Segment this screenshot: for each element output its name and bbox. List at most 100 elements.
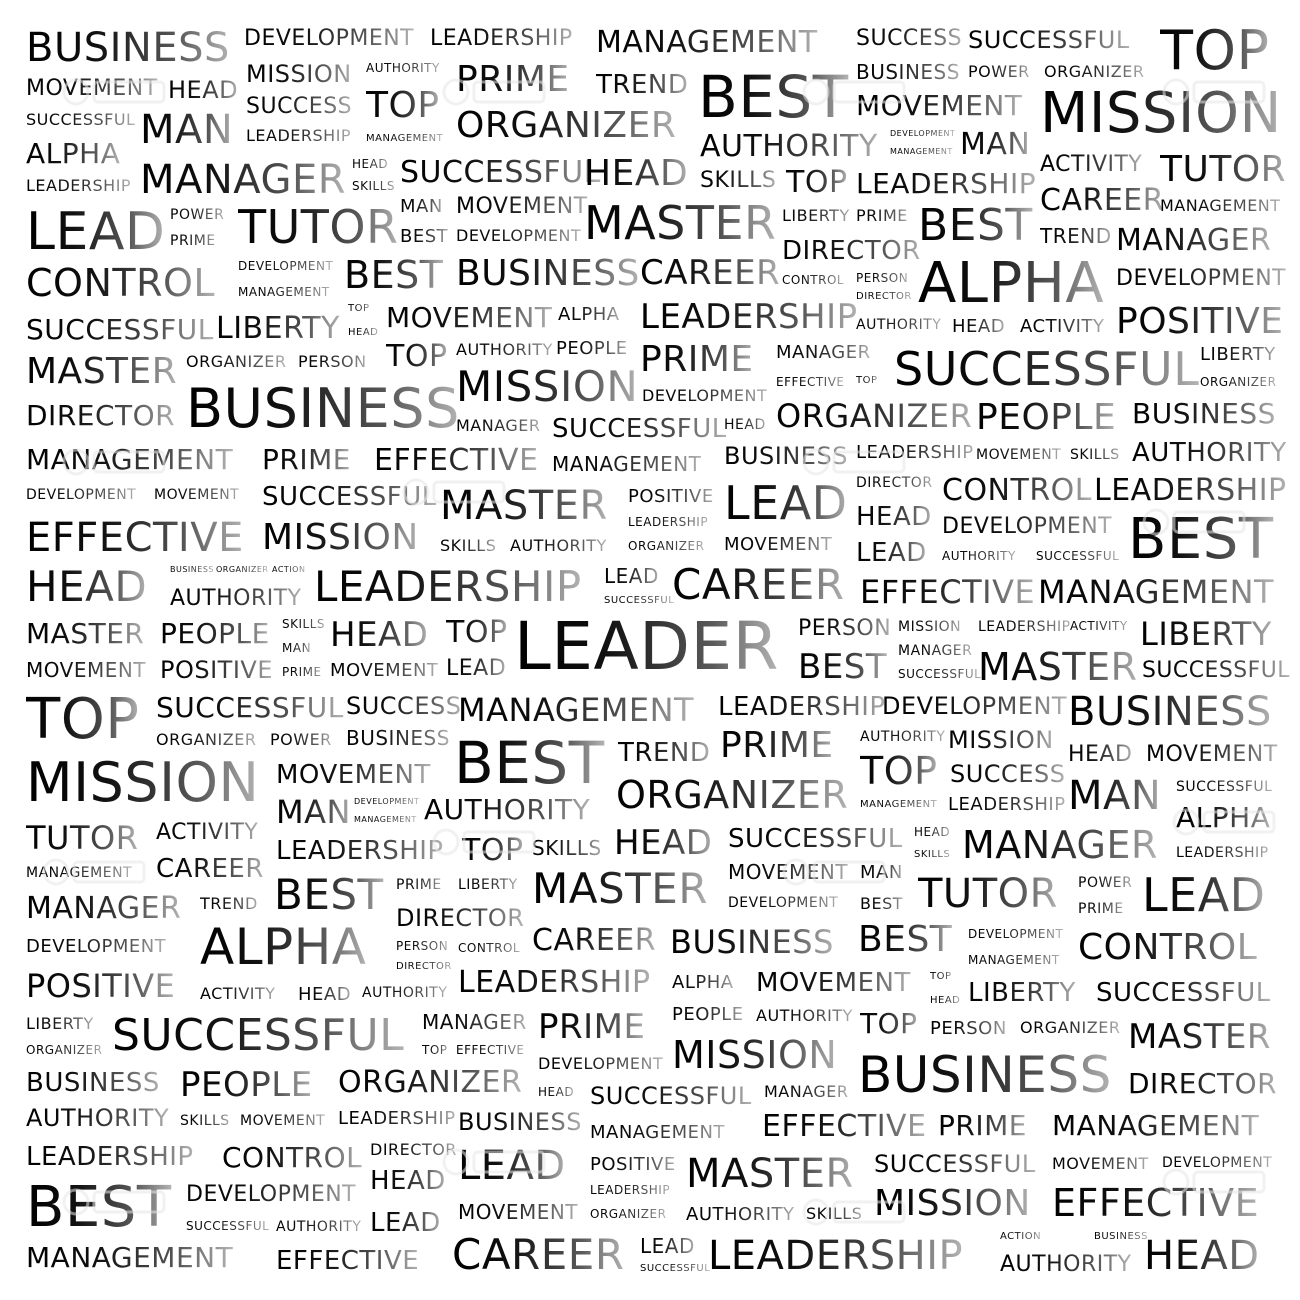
- word: AUTHORITY: [362, 985, 448, 1001]
- word: BEST: [798, 647, 888, 687]
- word: CONTROL: [942, 473, 1092, 508]
- word: MOVEMENT: [458, 1200, 579, 1224]
- word: BUSINESS: [456, 253, 640, 294]
- word: ORGANIZER: [156, 730, 257, 749]
- word: EFFECTIVE: [374, 443, 539, 478]
- word: SKILLS: [180, 1113, 230, 1129]
- word: PRIME: [720, 725, 834, 766]
- word: LEADERSHIP: [26, 176, 132, 195]
- word: LEADERSHIP: [590, 1183, 671, 1197]
- word: ALPHA: [26, 137, 121, 170]
- word: MOVEMENT: [26, 658, 147, 682]
- word: POSITIVE: [590, 1154, 676, 1175]
- word: CAREER: [672, 560, 845, 609]
- word: POWER: [170, 207, 225, 223]
- word: BEST: [860, 894, 904, 913]
- word: AUTHORITY: [510, 536, 607, 555]
- word: HEAD: [1144, 1233, 1260, 1279]
- word: CONTROL: [26, 261, 216, 305]
- word: EFFECTIVE: [776, 375, 845, 389]
- word: ORGANIZER: [1044, 62, 1145, 81]
- word: MASTER: [686, 1151, 854, 1197]
- word: LEAD: [446, 656, 507, 681]
- word: SKILLS: [532, 836, 602, 860]
- word: MASTER: [584, 196, 777, 250]
- word: PEOPLE: [672, 1004, 744, 1025]
- word: SUCCESSFUL: [1142, 658, 1290, 683]
- word: LEAD: [26, 202, 166, 262]
- word: SUCCESS: [950, 760, 1066, 788]
- word: PERSON: [930, 1018, 1007, 1039]
- word: TOP: [856, 375, 878, 386]
- word: TOP: [386, 339, 448, 374]
- word: MOVEMENT: [154, 487, 240, 503]
- word: TREND: [596, 70, 689, 100]
- word: SUCCESSFUL: [1036, 549, 1120, 563]
- word: TOP: [1160, 19, 1270, 82]
- word: LEADERSHIP: [640, 297, 858, 337]
- word: DEVELOPMENT: [968, 927, 1064, 941]
- word: SKILLS: [700, 168, 777, 193]
- word: MAN: [276, 793, 351, 831]
- word: LEADERSHIP: [1094, 473, 1287, 508]
- word: ORGANIZER: [338, 1065, 523, 1100]
- word: HEAD: [952, 316, 1006, 337]
- word: SUCCESSFUL: [400, 155, 601, 190]
- word: DEVELOPMENT: [26, 936, 167, 957]
- word: MASTER: [26, 617, 145, 650]
- word: MISSION: [26, 751, 260, 814]
- word: MANAGEMENT: [1052, 1109, 1260, 1142]
- word: CONTROL: [782, 273, 845, 287]
- word: MOVEMENT: [26, 76, 158, 101]
- word: BEST: [344, 253, 444, 297]
- word: LEAD: [370, 1208, 441, 1238]
- word: BEST: [1128, 507, 1274, 572]
- word: SUCCESSFUL: [874, 1150, 1036, 1178]
- word: TOP: [446, 615, 508, 650]
- word: AUTHORITY: [456, 340, 553, 359]
- word: TOP: [462, 833, 524, 868]
- word: TOP: [930, 971, 952, 982]
- word: MAN: [140, 107, 234, 153]
- word: SUCCESSFUL: [640, 1263, 711, 1274]
- word: MOVEMENT: [756, 968, 911, 998]
- word: HEAD: [1068, 742, 1133, 767]
- word: PEOPLE: [160, 617, 270, 650]
- word: SKILLS: [806, 1204, 863, 1223]
- word: ACTIVITY: [1070, 619, 1128, 633]
- word: LEADERSHIP: [978, 619, 1071, 635]
- word: TUTOR: [238, 200, 399, 254]
- word: HEAD: [724, 417, 766, 433]
- word: AUTHORITY: [860, 729, 946, 745]
- word: LEADERSHIP: [430, 26, 573, 51]
- word: MOVEMENT: [330, 660, 439, 681]
- word: LEADERSHIP: [718, 692, 886, 722]
- word: MANAGEMENT: [354, 815, 417, 824]
- word: MANAGER: [422, 1010, 527, 1034]
- word: ALPHA: [200, 918, 367, 976]
- word: BUSINESS: [26, 1068, 160, 1098]
- word: CAREER: [156, 854, 264, 884]
- word: BUSINESS: [458, 1108, 582, 1136]
- word: DIRECTOR: [856, 291, 912, 302]
- word: SUCCESSFUL: [590, 1082, 752, 1110]
- word: PEOPLE: [976, 397, 1117, 438]
- word: MOVEMENT: [386, 301, 553, 334]
- word: HEAD: [26, 562, 148, 611]
- word: MANAGER: [764, 1082, 849, 1101]
- word: TOP: [860, 749, 938, 793]
- word: SKILLS: [440, 536, 497, 555]
- word: MANAGER: [140, 157, 347, 203]
- word: MANAGEMENT: [238, 285, 330, 299]
- word: CAREER: [1040, 183, 1165, 218]
- word: SKILLS: [282, 617, 326, 631]
- word: HEAD: [298, 984, 352, 1005]
- word: DEVELOPMENT: [186, 1182, 357, 1207]
- word: BUSINESS: [26, 25, 230, 71]
- word: DEVELOPMENT: [238, 259, 334, 273]
- word: DEVELOPMENT: [642, 386, 768, 405]
- word: TOP: [348, 303, 370, 314]
- word: SUCCESSFUL: [604, 595, 675, 606]
- word: LIBERTY: [458, 877, 518, 893]
